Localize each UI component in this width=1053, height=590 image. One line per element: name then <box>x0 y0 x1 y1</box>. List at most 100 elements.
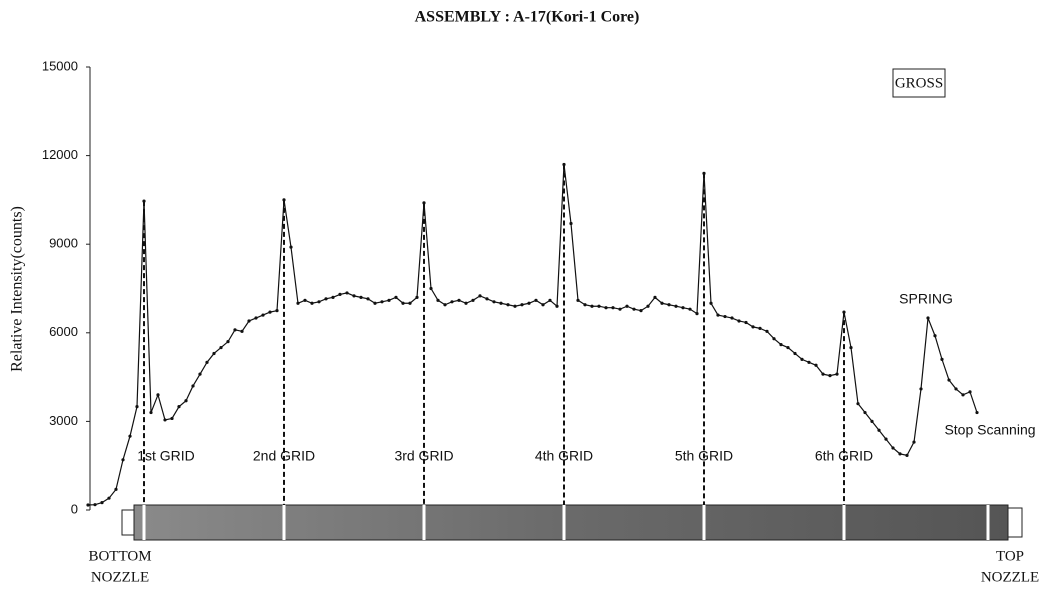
grid-label: 4th GRID <box>535 448 593 464</box>
data-point <box>331 295 335 299</box>
data-point <box>163 418 167 422</box>
data-point <box>247 319 251 323</box>
data-point <box>289 245 293 249</box>
data-point <box>93 503 97 507</box>
data-point <box>471 298 475 302</box>
data-point <box>198 372 202 376</box>
data-point <box>758 326 762 330</box>
data-point <box>723 314 727 319</box>
data-point <box>653 295 657 299</box>
data-point <box>527 301 531 305</box>
data-point <box>611 306 615 310</box>
data-point <box>310 301 314 305</box>
data-point <box>863 410 867 415</box>
data-point <box>359 295 363 299</box>
data-point <box>821 372 825 376</box>
y-tick-label: 6000 <box>49 324 78 339</box>
data-point <box>268 310 272 314</box>
data-point <box>107 496 111 500</box>
data-point <box>583 303 587 307</box>
data-point <box>751 325 755 329</box>
data-point <box>86 503 90 507</box>
data-point <box>779 343 783 347</box>
data-point <box>254 316 258 320</box>
bottom-nozzle-cap <box>121 509 135 536</box>
data-point <box>905 453 909 457</box>
data-point <box>212 351 216 356</box>
data-point <box>772 337 776 341</box>
y-tick-label: 15000 <box>42 58 78 73</box>
data-point <box>870 419 874 423</box>
data-point <box>240 329 244 333</box>
data-point <box>786 345 790 350</box>
data-point <box>121 458 125 462</box>
y-tick-label: 3000 <box>49 413 78 428</box>
data-point <box>555 304 559 308</box>
grid-label: 5th GRID <box>675 448 733 464</box>
data-point <box>562 162 566 167</box>
top-nozzle-cap <box>1007 507 1023 538</box>
data-point <box>275 309 279 313</box>
chart-title: ASSEMBLY : A-17(Kori-1 Core) <box>415 9 640 26</box>
data-point <box>422 201 426 205</box>
data-point <box>429 286 433 291</box>
data-point <box>968 390 972 394</box>
data-point <box>961 393 965 397</box>
data-point <box>506 303 510 307</box>
data-point <box>807 360 811 364</box>
data-point <box>534 298 538 302</box>
data-point <box>975 410 979 415</box>
data-point <box>345 291 349 295</box>
data-point <box>793 351 797 356</box>
data-point <box>898 452 902 456</box>
data-point <box>947 378 951 382</box>
data-point <box>597 304 601 308</box>
data-point <box>401 301 405 305</box>
nozzle-label: TOP <box>996 548 1024 564</box>
data-point <box>618 307 622 311</box>
data-point <box>681 306 685 310</box>
spring-label: SPRING <box>899 291 953 307</box>
data-point <box>394 295 398 299</box>
legend-label: GROSS <box>895 75 943 91</box>
data-point <box>576 298 580 302</box>
data-point <box>541 303 545 307</box>
data-point <box>485 297 489 301</box>
data-point <box>100 501 104 505</box>
grid-label: 3rd GRID <box>394 448 453 464</box>
data-point <box>492 300 496 304</box>
data-point <box>443 303 447 307</box>
data-point <box>674 304 678 308</box>
data-point <box>415 295 419 299</box>
data-point <box>513 304 517 308</box>
fuel-rod <box>121 504 1023 541</box>
data-point <box>464 301 468 305</box>
data-point <box>646 304 650 308</box>
data-point <box>849 345 853 350</box>
data-point <box>835 372 839 376</box>
data-point <box>233 328 237 332</box>
data-point <box>800 357 804 361</box>
data-point <box>730 316 734 320</box>
stop-label: Stop Scanning <box>944 422 1035 438</box>
data-point <box>737 319 741 323</box>
data-point <box>282 198 286 202</box>
rod-body <box>133 504 1009 541</box>
data-point <box>296 301 300 305</box>
y-axis-label: Relative Intensity(counts) <box>9 206 26 372</box>
data-point <box>765 329 769 333</box>
data-point <box>667 303 671 307</box>
data-point <box>702 171 706 175</box>
data-point <box>520 303 524 307</box>
data-point <box>324 297 328 301</box>
y-tick-label: 0 <box>71 501 78 516</box>
grid-label: 1st GRID <box>137 448 195 464</box>
data-point <box>373 301 377 305</box>
data-point <box>366 297 370 301</box>
grid-label: 2nd GRID <box>253 448 315 464</box>
data-point <box>744 320 748 325</box>
data-point <box>457 298 461 302</box>
data-point <box>135 405 139 409</box>
data-point <box>170 416 174 421</box>
grid-label: 6th GRID <box>815 448 873 464</box>
